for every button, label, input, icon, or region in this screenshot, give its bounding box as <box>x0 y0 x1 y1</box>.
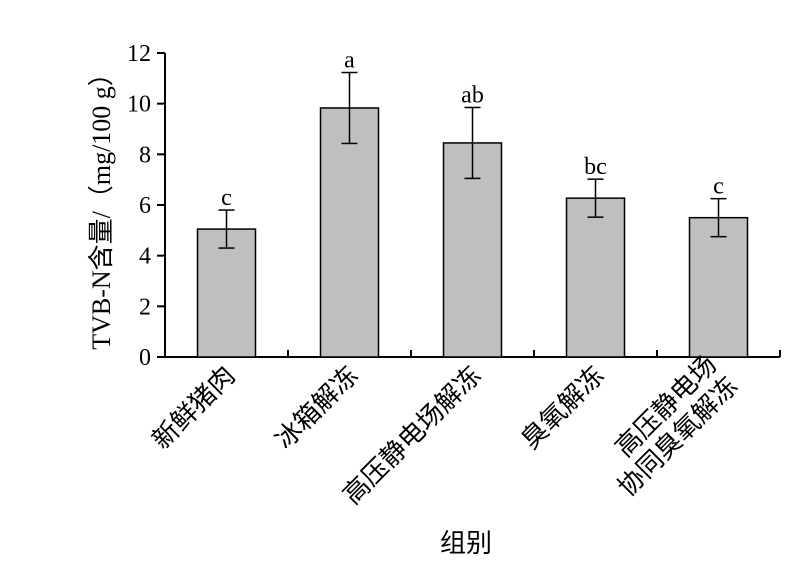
y-tick-label: 8 <box>139 142 151 168</box>
x-axis-title: 组别 <box>440 529 492 558</box>
significance-label: c <box>713 174 724 200</box>
significance-label: bc <box>584 154 607 180</box>
x-tick-label-line: 臭氧解冻 <box>516 361 610 455</box>
x-tick-label: 冰箱解冻 <box>270 361 364 455</box>
plot-area: 024681012c新鲜猪肉a冰箱解冻ab高压静电场解冻bc臭氧解冻c高压静电场… <box>127 41 781 510</box>
y-axis-title: TVB-N含量/（mg/100 g） <box>87 60 116 350</box>
y-tick-label: 6 <box>139 193 151 219</box>
y-tick-label: 4 <box>139 244 151 270</box>
x-tick-label-line: 冰箱解冻 <box>270 361 364 455</box>
y-tick-label: 2 <box>139 294 151 320</box>
x-tick-label-line: 新鲜猪肉 <box>147 361 241 455</box>
bar <box>196 228 257 358</box>
y-tick-label: 0 <box>139 345 151 371</box>
bar <box>565 197 626 358</box>
significance-label: c <box>221 185 232 211</box>
bar <box>319 107 380 358</box>
x-tick-label: 高压静电场协同臭氧解冻 <box>591 350 743 502</box>
x-tick-label: 新鲜猪肉 <box>147 361 241 455</box>
significance-label: a <box>344 48 355 74</box>
y-tick-label: 12 <box>127 41 151 67</box>
significance-label: ab <box>461 82 484 108</box>
x-tick-label: 臭氧解冻 <box>516 361 610 455</box>
bar <box>688 216 749 358</box>
y-tick-label: 10 <box>127 92 151 118</box>
